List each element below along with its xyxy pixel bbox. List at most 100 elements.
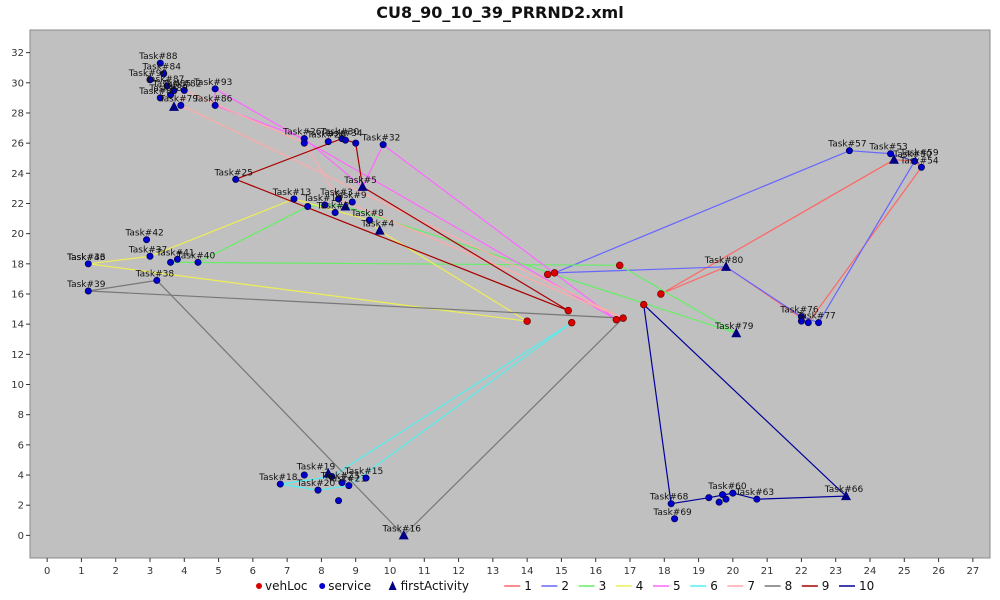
service-point: [335, 195, 343, 203]
task-label: Task#53: [868, 143, 907, 153]
y-tick-label: 26: [11, 139, 24, 150]
route-2-line: [554, 150, 916, 324]
task-label: Task#88: [138, 52, 178, 62]
vehicle-location-point: [550, 269, 559, 277]
task-label: Task#21: [327, 475, 366, 485]
service-point: [667, 500, 675, 508]
y-tick-label: 28: [11, 108, 24, 119]
task-label: Task#18: [258, 473, 298, 483]
task-label: Task#19: [296, 463, 336, 473]
service-point: [815, 319, 823, 327]
service-point: [300, 139, 308, 147]
service-point: [338, 479, 346, 487]
y-tick-label: 16: [11, 290, 24, 301]
axes: 0 1 2 3 4 5 6 7 8 9 10 11 12 13 14 15 16 17 18 19 20 21 22 23 24…: [11, 48, 979, 577]
service-point: [705, 494, 713, 502]
y-tick-label: 18: [11, 259, 24, 270]
x-tick-label: 9: [353, 566, 359, 577]
plot-background: [29, 29, 991, 559]
service-point: [365, 216, 373, 224]
task-label: Task#40: [176, 251, 216, 261]
task-label: Task#85: [152, 79, 191, 89]
x-tick-label: 14: [521, 566, 534, 577]
vehicle-location-point: [564, 306, 572, 315]
task-label: Task#15: [344, 467, 383, 477]
first-activity-marker: [721, 261, 731, 271]
x-tick-label: 27: [966, 566, 979, 577]
x-tick-label: 25: [898, 566, 911, 577]
task-label: Task#32: [361, 134, 400, 144]
legend-label: vehLoc: [265, 579, 308, 593]
task-label: Task#79: [714, 322, 754, 332]
chart-title: CU8_90_10_39_PRRND2.xml: [376, 3, 623, 22]
service-point: [276, 480, 284, 488]
x-tick-label: 13: [486, 566, 499, 577]
y-tick-label: 4: [18, 471, 24, 482]
service-point: [300, 471, 308, 479]
task-label: Task#89: [148, 84, 188, 94]
y-tick-label: 0: [18, 531, 24, 542]
first-activity-marker: [340, 201, 351, 211]
task-label: Task#68: [649, 493, 689, 503]
x-tick-label: 7: [284, 566, 290, 577]
task-label: Task#69: [652, 508, 692, 518]
service-point: [887, 150, 895, 158]
legend-label: 2: [561, 579, 569, 593]
service-point: [362, 474, 370, 482]
point-labels: Task#88Task#84Task#90Task#87Task#85Task#…: [66, 52, 939, 534]
service-point: [173, 255, 181, 263]
service-point: [845, 147, 853, 155]
service-point: [917, 163, 925, 171]
y-tick-label: 2: [18, 501, 24, 512]
x-tick-label: 20: [726, 566, 739, 577]
service-point: [352, 139, 360, 147]
service-point: [797, 317, 805, 325]
vehicle-location-point: [640, 300, 648, 309]
legend-label: 6: [710, 579, 718, 593]
x-tick-label: 10: [384, 566, 397, 577]
task-label: Task#93: [193, 78, 232, 88]
task-label: Task#59: [899, 149, 939, 159]
service-point: [321, 201, 329, 209]
x-tick-label: 24: [864, 566, 877, 577]
service-point: [84, 260, 92, 268]
service-point: [324, 138, 332, 146]
task-label: Task#10: [303, 194, 343, 204]
task-label: Task#54: [899, 156, 939, 166]
task-label: Task#34: [323, 129, 363, 139]
legend-label: firstActivity: [401, 579, 469, 593]
task-label: Task#25: [214, 168, 253, 178]
service-point: [341, 136, 349, 144]
y-tick-label: 6: [18, 440, 24, 451]
first-activity-marker: [731, 327, 742, 338]
x-tick-label: 3: [147, 566, 153, 577]
service-point: [180, 86, 188, 94]
task-label: Task#42: [124, 229, 163, 239]
y-tick-label: 12: [11, 350, 24, 361]
service-point: [379, 141, 387, 149]
x-tick-label: 18: [658, 566, 671, 577]
service-point: [290, 195, 298, 203]
task-label: Task#26: [282, 128, 322, 138]
service-point: [167, 258, 175, 266]
task-label: Task#83: [138, 87, 177, 97]
task-label: Task#4: [360, 220, 394, 230]
x-tick-label: 12: [452, 566, 465, 577]
first-activity-marker: [169, 101, 179, 111]
task-label: Task#8: [350, 209, 384, 219]
x-tick-label: 6: [250, 566, 256, 577]
task-label: Task#79: [159, 94, 199, 104]
x-tick-label: 23: [829, 566, 842, 577]
task-label: Task#41: [155, 248, 194, 258]
task-label: Task#50: [892, 150, 932, 160]
service-point: [211, 85, 219, 93]
legend-label: 5: [673, 579, 681, 593]
task-label: Task#30: [320, 128, 360, 138]
task-label: Task#20: [296, 479, 336, 489]
x-tick-label: 16: [589, 566, 602, 577]
service-point: [167, 91, 175, 99]
x-tick-label: 15: [555, 566, 568, 577]
y-tick-label: 20: [11, 229, 24, 240]
legend-label: 7: [747, 579, 755, 593]
x-tick-label: 1: [78, 566, 84, 577]
